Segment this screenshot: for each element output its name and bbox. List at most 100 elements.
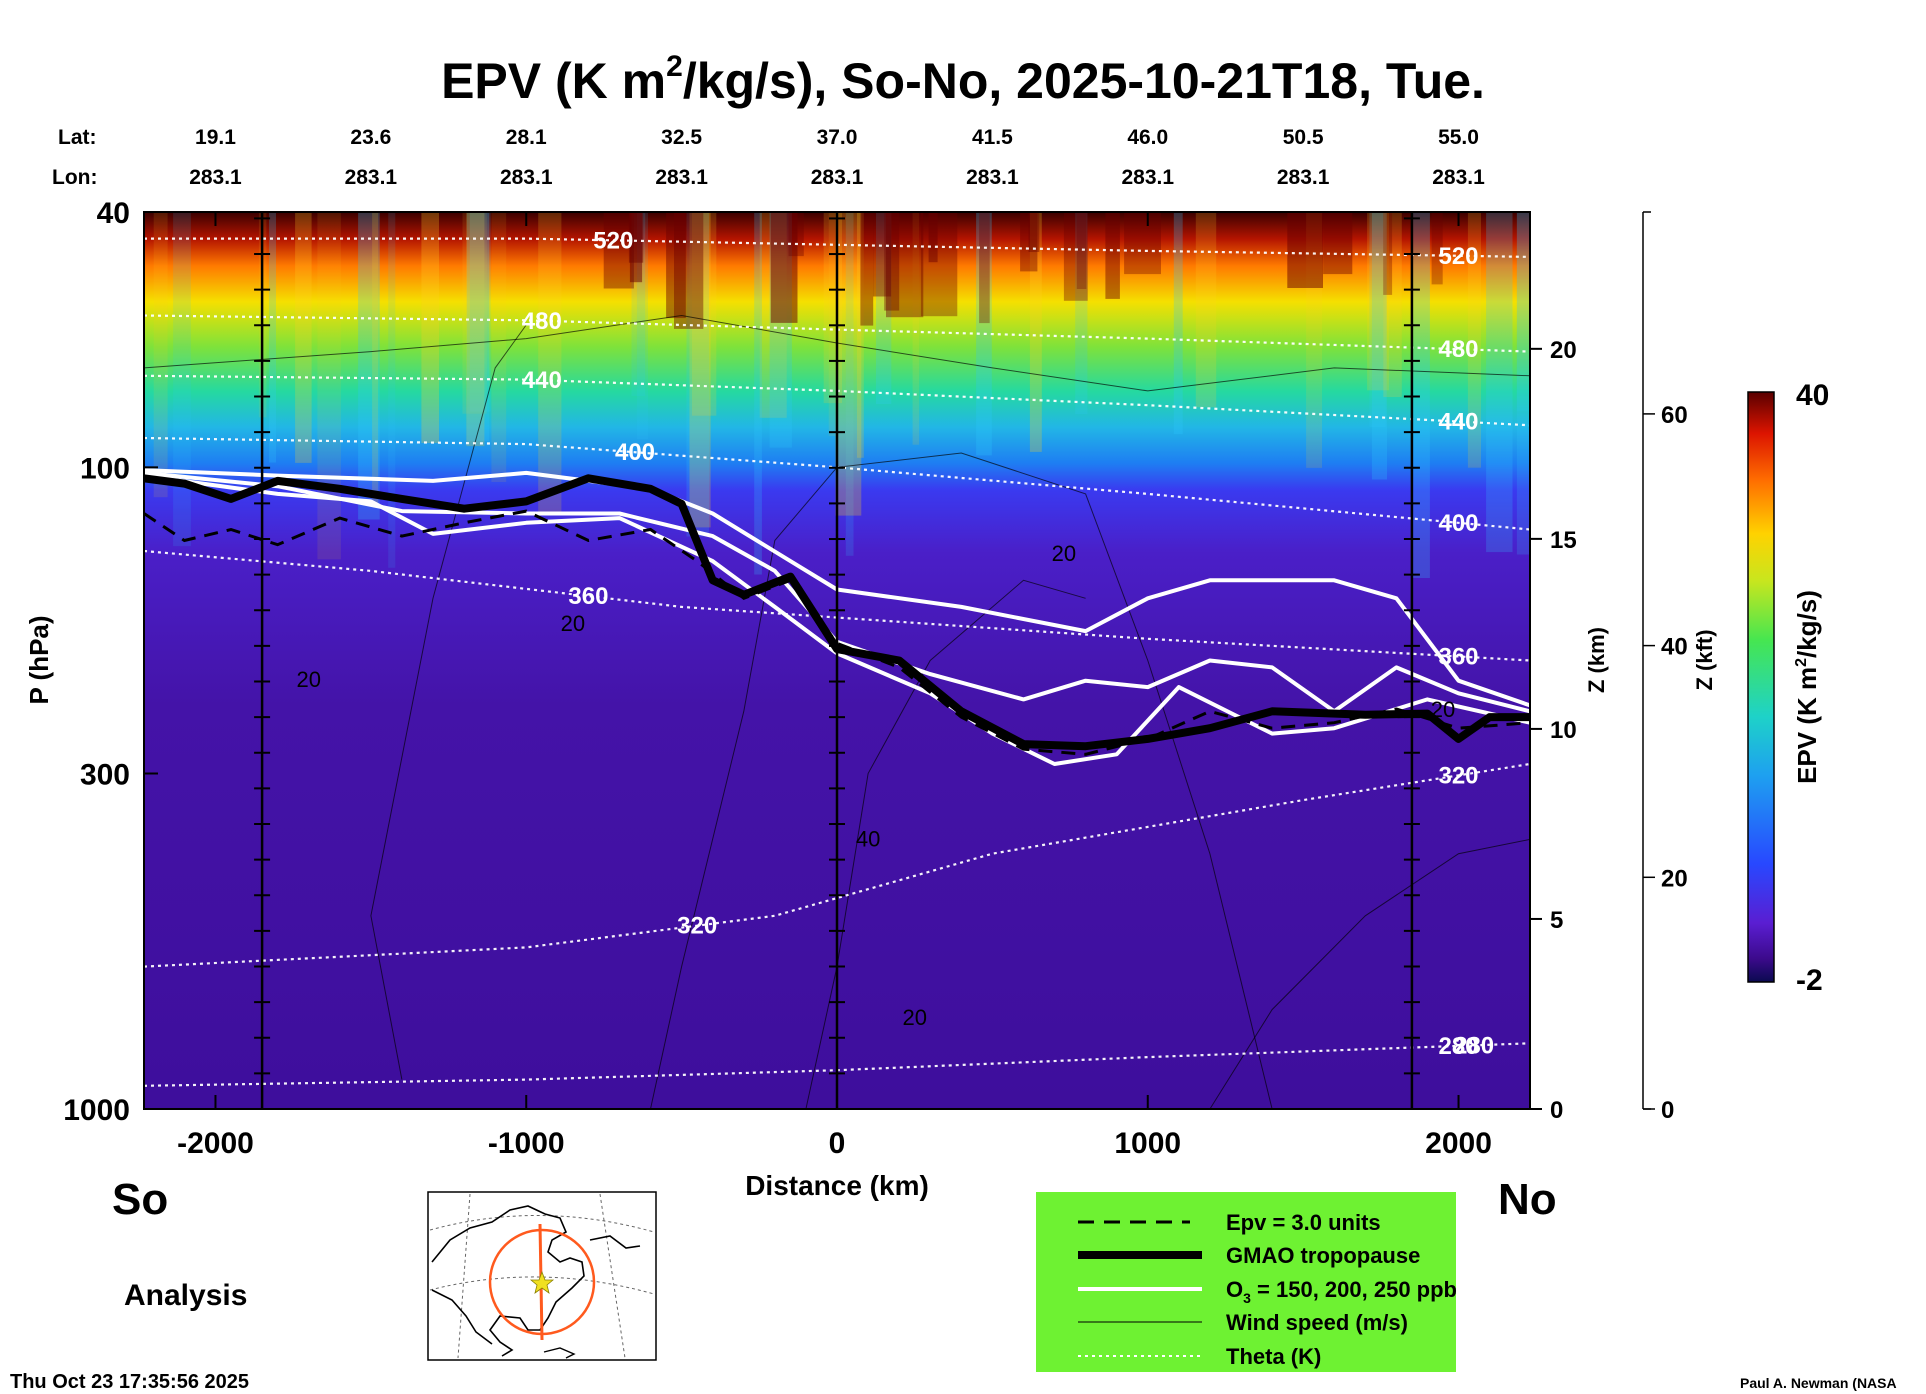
epv-high-streak	[884, 212, 900, 311]
epv-streak	[1173, 212, 1183, 435]
z-km-tick-label: 10	[1550, 717, 1577, 744]
lat-value: 32.5	[661, 126, 702, 149]
epv-high-streak	[928, 212, 938, 263]
lon-value: 283.1	[1277, 166, 1330, 189]
x-tick-label: 0	[829, 1127, 846, 1160]
lat-value: 55.0	[1438, 126, 1479, 149]
epv-streak	[269, 212, 276, 463]
wind-speed-label: 20	[296, 667, 320, 692]
analysis-label: Analysis	[124, 1279, 247, 1312]
lon-value: 283.1	[500, 166, 553, 189]
z-kft-axis: 0 20 40 60	[1642, 211, 1688, 1124]
vertical-marker-lines	[254, 212, 1420, 1109]
timestamp: Thu Oct 23 17:35:56 2025	[10, 1371, 249, 1393]
epv-streak	[1467, 212, 1481, 468]
epv-high-streak	[770, 212, 798, 323]
x-tick-label: 2000	[1425, 1127, 1492, 1160]
theta-label-320: 320	[1438, 762, 1478, 789]
lon-value: 283.1	[189, 166, 242, 189]
lat-lon-columns: 19.1 283.1 23.6 283.1 28.1 283.1 32.5 283.1 37.0…	[189, 126, 1485, 189]
epv-streak	[421, 212, 439, 443]
lat-value: 23.6	[350, 126, 391, 149]
epv-high-streak	[603, 212, 634, 289]
epv-streak	[692, 212, 717, 416]
epv-streak	[1516, 212, 1530, 555]
legend: Epv = 3.0 units GMAO tropopause O3 = 150…	[1036, 1192, 1457, 1372]
legend-ozone-label: O3 = 150, 200, 250 ppb	[1226, 1277, 1457, 1306]
author-credit: Paul A. Newman (NASA	[1740, 1375, 1897, 1391]
epv-streak	[1411, 212, 1430, 578]
y-axis-label: P (hPa)	[24, 615, 54, 704]
p-tick-label: 40	[97, 197, 130, 230]
theta-line-360	[144, 549, 1530, 662]
wind-speed-label: 40	[856, 827, 880, 852]
ozone-contours	[144, 468, 1530, 766]
epv-streak	[1516, 212, 1530, 411]
theta-label-520: 520	[1438, 243, 1478, 270]
theta-label-400: 400	[615, 439, 655, 466]
epv-high-streak	[1383, 212, 1393, 295]
epv-streak	[1075, 212, 1088, 415]
z-km-tick-label: 15	[1550, 527, 1577, 554]
epv-streak	[1369, 212, 1386, 428]
epv-streak	[828, 212, 836, 436]
theta-label-280: 280	[1438, 1033, 1478, 1060]
p-tick-label: 300	[80, 758, 130, 791]
epv-high-streak	[1020, 212, 1038, 272]
epv-high-streak	[1076, 212, 1087, 289]
epv-high-streak	[1287, 212, 1323, 288]
epv-streak	[388, 212, 396, 568]
theta-label-320: 320	[677, 913, 717, 940]
epv-streak	[845, 212, 854, 556]
wind-contour	[1209, 838, 1530, 1109]
epv-high-streak	[1105, 212, 1120, 299]
p-tick-label: 1000	[63, 1094, 130, 1127]
wind-speed-label: 20	[1431, 697, 1455, 722]
colorbar	[1747, 391, 1775, 983]
north-label: No	[1498, 1175, 1557, 1224]
ozone-contour-150	[144, 468, 1530, 708]
lat-value: 28.1	[506, 126, 547, 149]
z-kft-tick-label: 60	[1661, 402, 1688, 429]
epv-streak	[876, 212, 892, 405]
epv-high-streak	[629, 212, 643, 283]
epv-streak	[469, 212, 491, 412]
gmao-tropopause	[144, 474, 1530, 751]
ozone-contour-250	[144, 473, 1530, 766]
z-km-tick-label: 20	[1550, 337, 1577, 364]
wind-contour	[805, 579, 1086, 1109]
x-tick-label: -2000	[177, 1127, 254, 1160]
epv-streak	[358, 212, 380, 520]
colorbar-min-label: -2	[1796, 964, 1823, 997]
map-inset	[427, 1191, 657, 1361]
center-star-icon	[529, 1270, 555, 1294]
epv-streak	[317, 212, 341, 560]
lon-header-label: Lon:	[52, 166, 97, 189]
z-kft-tick-label: 20	[1661, 865, 1688, 892]
lon-value: 283.1	[345, 166, 398, 189]
epv-streak	[173, 212, 191, 547]
lat-header-label: Lat:	[58, 126, 97, 149]
theta-label-480: 480	[522, 308, 562, 335]
theta-label-360: 360	[1438, 643, 1478, 670]
epv-streak	[686, 212, 709, 537]
lon-value: 283.1	[655, 166, 708, 189]
epv-streak	[295, 212, 312, 463]
epv-streak	[1383, 212, 1402, 397]
epv-streak	[689, 212, 711, 528]
lat-value: 50.5	[1283, 126, 1324, 149]
epv-high-streak	[666, 212, 686, 319]
epv-streak	[466, 212, 485, 447]
epv-streak	[636, 212, 648, 440]
theta-label-360: 360	[568, 583, 608, 610]
x-tick-label: -1000	[488, 1127, 565, 1160]
wind-speed-label: 20	[561, 611, 585, 636]
lat-value: 19.1	[195, 126, 236, 149]
epv-high-streak	[860, 212, 874, 326]
wind-speed-label: 20	[902, 1005, 926, 1030]
lon-value: 283.1	[1121, 166, 1174, 189]
wind-contour	[650, 452, 1273, 1109]
wind-speed-labels: 20 20 20 40 20 20	[296, 541, 1455, 1030]
colorbar-max-label: 40	[1796, 379, 1829, 412]
